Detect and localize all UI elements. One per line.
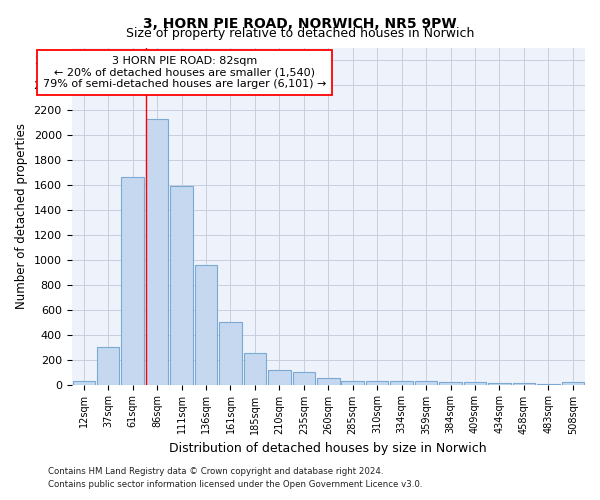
Bar [439, 382, 462, 384]
Bar [366, 381, 388, 384]
Bar [195, 264, 217, 384]
Bar [244, 354, 266, 384]
Text: Contains HM Land Registry data © Crown copyright and database right 2024.
Contai: Contains HM Land Registry data © Crown c… [48, 468, 422, 489]
Bar [97, 347, 119, 385]
Bar [146, 118, 169, 384]
Text: Size of property relative to detached houses in Norwich: Size of property relative to detached ho… [126, 28, 474, 40]
Bar [391, 382, 413, 384]
Bar [219, 322, 242, 384]
Bar [464, 382, 486, 384]
Text: 3, HORN PIE ROAD, NORWICH, NR5 9PW: 3, HORN PIE ROAD, NORWICH, NR5 9PW [143, 18, 457, 32]
Bar [562, 382, 584, 384]
Y-axis label: Number of detached properties: Number of detached properties [15, 123, 28, 309]
Bar [317, 378, 340, 384]
Bar [121, 178, 144, 384]
Bar [293, 372, 315, 384]
Bar [268, 370, 290, 384]
Bar [170, 186, 193, 384]
X-axis label: Distribution of detached houses by size in Norwich: Distribution of detached houses by size … [169, 442, 487, 455]
Bar [512, 382, 535, 384]
Bar [415, 382, 437, 384]
Bar [488, 382, 511, 384]
Text: 3 HORN PIE ROAD: 82sqm
← 20% of detached houses are smaller (1,540)
79% of semi-: 3 HORN PIE ROAD: 82sqm ← 20% of detached… [43, 56, 326, 89]
Bar [73, 382, 95, 384]
Bar [341, 381, 364, 384]
